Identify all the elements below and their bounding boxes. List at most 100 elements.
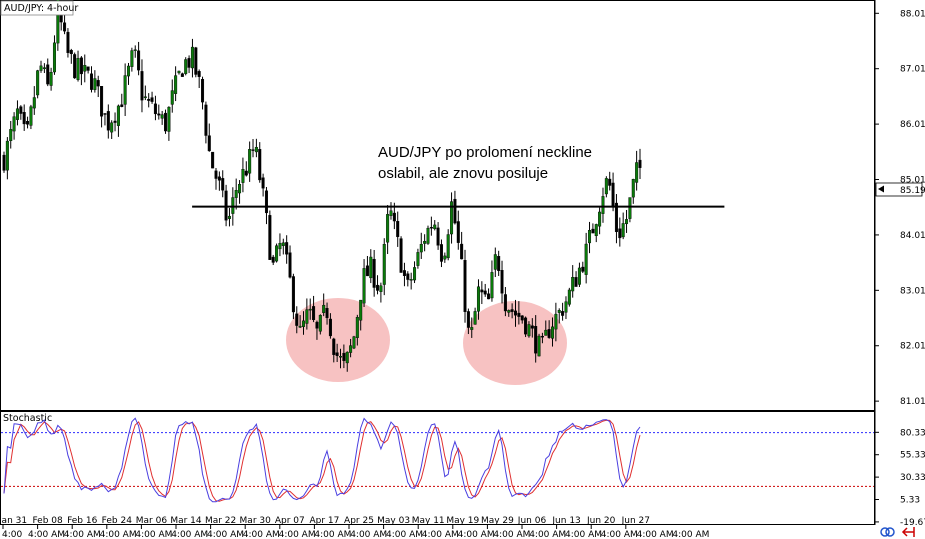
candle-body bbox=[291, 276, 295, 313]
link-icon[interactable] bbox=[880, 527, 895, 537]
candle-body bbox=[238, 184, 242, 194]
candle-body bbox=[537, 335, 541, 357]
candle-body bbox=[517, 312, 521, 317]
candle-body bbox=[194, 47, 198, 75]
candle-body bbox=[103, 113, 107, 115]
candle-body bbox=[221, 178, 225, 191]
candle-body bbox=[278, 243, 282, 250]
time-tick-label: 4:00 AM bbox=[207, 530, 244, 539]
candle-body bbox=[79, 57, 83, 75]
candle-body bbox=[365, 265, 369, 277]
chart-title-box bbox=[0, 0, 74, 16]
candle-body bbox=[369, 256, 373, 279]
arrow-icon[interactable] bbox=[901, 527, 915, 537]
date-tick-label: Jun 27 bbox=[621, 516, 650, 526]
candle-body bbox=[335, 352, 339, 356]
candle-body bbox=[224, 190, 228, 221]
candle-body bbox=[493, 254, 497, 270]
candle-body bbox=[174, 75, 178, 94]
candle-body bbox=[332, 338, 336, 355]
candle-body bbox=[137, 50, 141, 71]
candle-body bbox=[147, 98, 151, 101]
candle-body bbox=[426, 227, 430, 244]
candle-body bbox=[305, 309, 309, 324]
candle-body bbox=[618, 228, 622, 239]
stochastic-k-line bbox=[3, 417, 641, 503]
candle-body bbox=[621, 223, 625, 238]
candle-body bbox=[184, 59, 188, 74]
candle-body bbox=[376, 284, 380, 291]
candle-body bbox=[456, 221, 460, 243]
date-tick-label: Apr 07 bbox=[275, 516, 305, 526]
date-tick-label: Feb 08 bbox=[32, 516, 63, 526]
candle-body bbox=[389, 210, 393, 216]
candle-body bbox=[264, 190, 268, 214]
candle-body bbox=[261, 177, 265, 189]
candle-body bbox=[638, 159, 642, 168]
candle-body bbox=[73, 54, 77, 79]
candle-body bbox=[476, 286, 480, 312]
price-tick-label: 88.01 bbox=[900, 9, 925, 19]
candle-body bbox=[89, 73, 93, 90]
candle-body bbox=[382, 244, 386, 285]
candle-body bbox=[52, 42, 56, 73]
candle-body bbox=[530, 325, 534, 329]
candle-body bbox=[254, 146, 258, 153]
candle-body bbox=[312, 306, 316, 321]
price-tick-label: 86.01 bbox=[900, 120, 925, 130]
candle-body bbox=[500, 270, 504, 294]
candle-body bbox=[611, 182, 615, 207]
candle-body bbox=[409, 279, 413, 281]
left-bottom-highlight bbox=[286, 298, 390, 382]
candle-body bbox=[308, 308, 312, 311]
stoch-tick-label: -19.67 bbox=[900, 518, 925, 528]
candle-body bbox=[503, 294, 507, 312]
candle-body bbox=[106, 111, 110, 131]
time-tick-label: 4:00 AM bbox=[243, 530, 280, 539]
candle-body bbox=[608, 178, 612, 186]
candle-body bbox=[160, 114, 164, 119]
candle-body bbox=[170, 90, 174, 105]
candle-body bbox=[635, 162, 639, 183]
candle-body bbox=[604, 178, 608, 195]
candle-body bbox=[9, 129, 13, 142]
candle-body bbox=[271, 256, 275, 263]
candle-body bbox=[446, 234, 450, 259]
date-tick-label: Apr 25 bbox=[344, 516, 374, 526]
candle-body bbox=[359, 299, 363, 321]
time-tick-label: 4:00 AM bbox=[637, 530, 674, 539]
main-panel[interactable] bbox=[0, 0, 875, 411]
time-tick-label: 4:00 AM bbox=[529, 530, 566, 539]
candle-body bbox=[63, 22, 67, 32]
candle-body bbox=[594, 224, 598, 237]
candle-body bbox=[275, 245, 279, 262]
candle-body bbox=[423, 241, 427, 244]
candle-body bbox=[436, 227, 440, 246]
candle-body bbox=[69, 50, 73, 55]
candle-body bbox=[413, 267, 417, 281]
candle-body bbox=[19, 106, 23, 114]
candle-body bbox=[86, 66, 90, 71]
candle-body bbox=[614, 202, 618, 233]
candle-body bbox=[157, 113, 161, 116]
candle-body bbox=[406, 273, 410, 280]
candle-body bbox=[513, 310, 517, 316]
time-tick-label: 4:00 AM bbox=[64, 530, 101, 539]
candle-body bbox=[362, 268, 366, 304]
price-tick-label: 85.01 bbox=[900, 176, 925, 186]
candle-body bbox=[120, 104, 124, 107]
stochastic-d-line bbox=[3, 419, 641, 502]
date-tick-label: May 19 bbox=[446, 516, 479, 526]
price-tick-label: 87.01 bbox=[900, 65, 925, 75]
candle-body bbox=[487, 293, 491, 300]
date-tick-label: May 03 bbox=[377, 516, 410, 526]
time-tick-label: 4:00 AM bbox=[314, 530, 351, 539]
candle-body bbox=[93, 78, 97, 90]
candle-body bbox=[507, 310, 511, 313]
candle-body bbox=[325, 308, 329, 319]
candle-body bbox=[231, 197, 235, 214]
candle-body bbox=[588, 230, 592, 244]
candle-body bbox=[429, 227, 433, 229]
date-tick-label: Feb 16 bbox=[67, 516, 98, 526]
